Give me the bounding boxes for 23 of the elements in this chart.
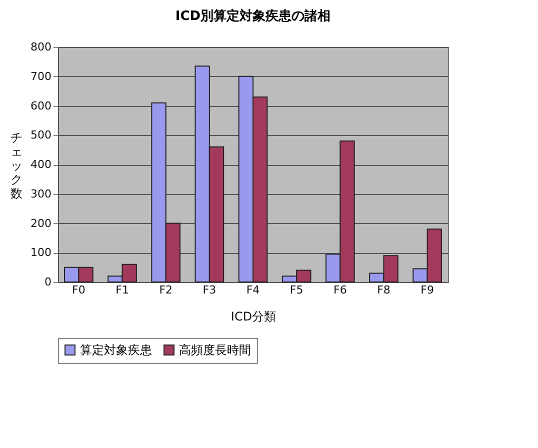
x-tick-label: F6: [333, 284, 347, 296]
x-tick-label: F0: [72, 284, 86, 296]
x-tick-label: F3: [202, 284, 216, 296]
y-tick-label: 400: [30, 158, 52, 171]
y-tick-label: 300: [30, 187, 52, 200]
y-tick-label: 0: [44, 276, 52, 288]
x-tick-label: F2: [159, 284, 173, 296]
x-tick-label: F4: [246, 284, 260, 296]
x-tick-label: F1: [116, 284, 129, 296]
y-tick-label: 100: [30, 246, 52, 260]
y-tick-label: 800: [30, 40, 52, 54]
x-tick-label: F5: [290, 284, 304, 296]
y-tick-label: 200: [30, 216, 52, 230]
x-tick-label: F9: [420, 284, 434, 296]
x-tick-label: F8: [377, 284, 390, 296]
y-tick-label: 700: [30, 70, 52, 83]
y-tick-label: 500: [30, 128, 52, 142]
legend-label: 高頻度長時間: [179, 343, 251, 357]
chart-title: ICD別算定対象疾患の諸相: [175, 8, 331, 24]
x-axis-title: ICD分類: [230, 310, 276, 324]
y-axis-title: チェック数: [10, 130, 22, 200]
legend-label: 算定対象疾患: [80, 343, 152, 357]
y-tick-label: 600: [30, 99, 52, 112]
